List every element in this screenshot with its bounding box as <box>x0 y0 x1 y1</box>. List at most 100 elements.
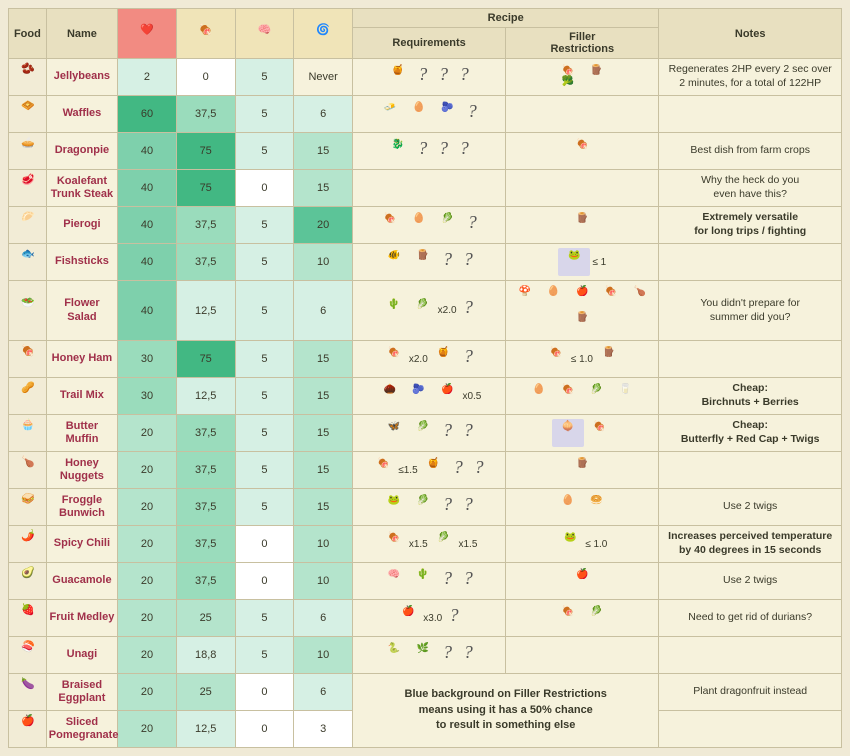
req-ingredient-icon: 🌿 <box>411 643 435 667</box>
res-qty: ≤ 1.0 <box>585 539 607 550</box>
hunger-cell: 18,8 <box>176 637 235 674</box>
food-name: Honey Nuggets <box>60 457 104 482</box>
food-name-cell: Fishsticks <box>46 244 117 281</box>
food-name: Braised Eggplant <box>58 679 105 704</box>
perish-cell: 15 <box>294 378 353 415</box>
req-ingredient-icon: 🥚 <box>407 102 431 126</box>
req-question-icon: ? <box>435 64 453 85</box>
req-question-icon: ? <box>414 138 432 159</box>
sanity-cell: 5 <box>235 96 294 133</box>
food-name: Jellybeans <box>54 70 110 82</box>
req-ingredient-icon: 🥬 <box>432 532 456 556</box>
food-icon: 🥪 <box>13 492 43 522</box>
hunger-cell: 75 <box>176 133 235 170</box>
req-question-icon: ? <box>459 420 477 441</box>
restrictions-cell: 🧅 🍖 <box>506 415 659 452</box>
res-ingredient-icon: 🍖 <box>599 286 623 310</box>
food-name-cell: Sliced Pomegranate <box>46 711 117 748</box>
table-row: 🥜Trail Mix3012,5515🌰 🫐 🍎x0.5🥚 🍖 🥬 🥛Cheap… <box>9 378 842 415</box>
sanity-cell: 0 <box>235 170 294 207</box>
res-ingredient-icon: 🍖 <box>570 139 594 163</box>
table-row: 🫘Jellybeans205Never🍯 ? ? ?🍖🥦 🪵Regenerate… <box>9 59 842 96</box>
hunger-cell: 75 <box>176 341 235 378</box>
food-name: Dragonpie <box>55 144 109 156</box>
res-ingredient-icon: 🥛 <box>613 384 637 408</box>
note-cell <box>659 637 842 674</box>
restrictions-cell: 🥚 🍖 🥬 🥛 <box>506 378 659 415</box>
res-ingredient-icon: 🪵 <box>570 458 594 482</box>
sanity-cell: 5 <box>235 341 294 378</box>
food-icon: 🍓 <box>13 603 43 633</box>
req-question-icon: ? <box>455 138 473 159</box>
req-ingredient-icon: 🥚 <box>407 213 431 237</box>
req-qty: x3.0 <box>423 613 442 624</box>
res-ingredient-icon: 🥚 <box>541 286 565 310</box>
food-name-cell: Pierogi <box>46 207 117 244</box>
food-icon: 🍎 <box>13 714 43 744</box>
hunger-cell: 37,5 <box>176 452 235 489</box>
res-ingredient-icon: 🍖 <box>544 347 568 371</box>
food-icon: 🥩 <box>13 173 43 203</box>
health-cell: 20 <box>118 452 177 489</box>
hunger-cell: 37,5 <box>176 244 235 281</box>
requirements-cell: 🍯 ? ? ? <box>353 59 506 96</box>
table-row: 🌶️Spicy Chili2037,5010🍖x1.5 🥬x1.5🐸≤ 1.0I… <box>9 526 842 563</box>
perish-cell: 15 <box>294 489 353 526</box>
table-row: 🧇Waffles6037,556🧈 🥚 🫐 ? <box>9 96 842 133</box>
food-icon-cell: 🍖 <box>9 341 47 378</box>
food-name: Unagi <box>67 648 98 660</box>
health-cell: 40 <box>118 281 177 341</box>
req-qty: ≤1.5 <box>398 465 417 476</box>
requirements-cell: 🍖x1.5 🥬x1.5 <box>353 526 506 563</box>
food-icon: 🍣 <box>13 640 43 670</box>
sanity-cell: 0 <box>235 526 294 563</box>
restrictions-cell: 🍖≤ 1.0 🪵 <box>506 341 659 378</box>
req-ingredient-icon: 🌰 <box>378 384 402 408</box>
food-name-cell: Waffles <box>46 96 117 133</box>
hdr-requirements: Requirements <box>353 28 506 59</box>
perish-cell: Never <box>294 59 353 96</box>
req-question-icon: ? <box>439 642 457 663</box>
req-ingredient-icon: 🍯 <box>386 65 410 89</box>
requirements-cell <box>353 170 506 207</box>
table-row: 🥪Froggle Bunwich2037,5515🐸 🥬 ? ?🥚 🥯Use 2… <box>9 489 842 526</box>
sanity-cell: 5 <box>235 281 294 341</box>
health-cell: 30 <box>118 378 177 415</box>
req-question-icon: ? <box>439 494 457 515</box>
food-icon-cell: 🍣 <box>9 637 47 674</box>
food-icon-cell: 🍆 <box>9 674 47 711</box>
health-cell: 40 <box>118 133 177 170</box>
food-icon-cell: 🌶️ <box>9 526 47 563</box>
req-question-icon: ? <box>439 420 457 441</box>
health-cell: 20 <box>118 637 177 674</box>
res-ingredient-icon: 🍎 <box>570 286 594 310</box>
res-ingredient-icon: 🥚 <box>556 495 580 519</box>
req-question-icon: ? <box>435 138 453 159</box>
food-icon-cell: 🥪 <box>9 489 47 526</box>
food-icon-cell: 🧁 <box>9 415 47 452</box>
note-cell: Extremely versatile for long trips / fig… <box>659 207 842 244</box>
restrictions-cell: 🐸≤ 1.0 <box>506 526 659 563</box>
food-name: Fishsticks <box>55 255 109 267</box>
req-question-icon: ? <box>463 212 481 233</box>
restrictions-cell <box>506 637 659 674</box>
sanity-icon: 🧠 <box>253 23 275 45</box>
perish-cell: 10 <box>294 244 353 281</box>
food-name-cell: Koalefant Trunk Steak <box>46 170 117 207</box>
food-name-cell: Froggle Bunwich <box>46 489 117 526</box>
res-ingredient-icon: 🍖 <box>588 421 612 445</box>
perish-cell: 10 <box>294 526 353 563</box>
food-icon: 🫘 <box>13 62 43 92</box>
table-row: 🧁Butter Muffin2037,5515🦋 🥬 ? ?🧅 🍖Cheap: … <box>9 415 842 452</box>
health-cell: 40 <box>118 170 177 207</box>
health-cell: 60 <box>118 96 177 133</box>
food-name: Guacamole <box>52 574 111 586</box>
table-row: 🍆Braised Eggplant202506Blue background o… <box>9 674 842 711</box>
food-icon: 🥧 <box>13 136 43 166</box>
res-ingredient-icon: 🍄 <box>513 286 537 310</box>
sanity-cell: 5 <box>235 637 294 674</box>
sanity-cell: 5 <box>235 600 294 637</box>
note-cell: Regenerates 2HP every 2 sec over 2 minut… <box>659 59 842 96</box>
req-question-icon: ? <box>414 64 432 85</box>
food-name: Spicy Chili <box>54 537 110 549</box>
